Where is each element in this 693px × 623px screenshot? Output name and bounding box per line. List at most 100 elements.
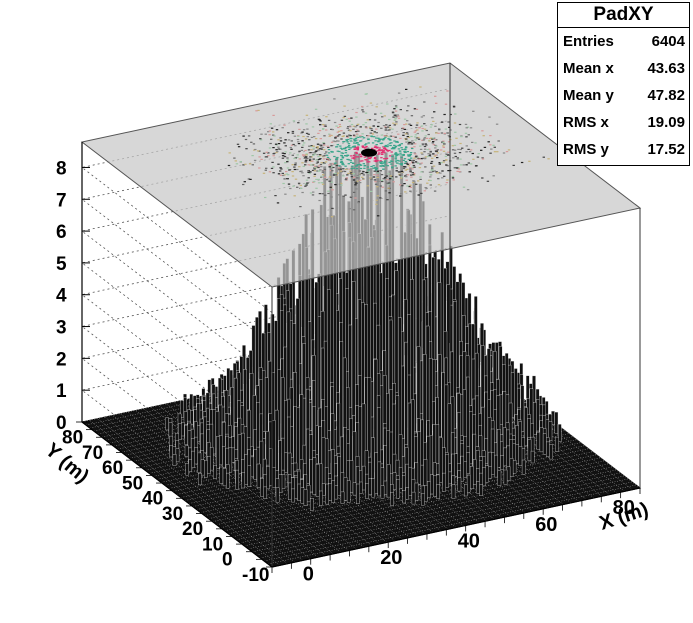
stats-value: 6404 [651, 33, 685, 50]
projection-dot [453, 144, 457, 146]
projection-dot [319, 163, 323, 166]
projection-dot [346, 127, 349, 129]
projection-dot [289, 187, 292, 190]
stats-label: RMS y [563, 141, 609, 158]
projection-dot [379, 112, 383, 114]
projection-dot [302, 155, 305, 157]
projection-dot [446, 90, 449, 92]
projection-dot [381, 180, 384, 183]
projection-dot [384, 164, 387, 166]
projection-dot [309, 152, 312, 154]
projection-dot [394, 118, 397, 120]
projection-dot [336, 131, 339, 133]
projection-dot [268, 130, 272, 132]
bin-spike [194, 447, 198, 465]
bin-spike [334, 485, 338, 500]
projection-dot [459, 158, 462, 160]
projection-dot [354, 131, 358, 133]
projection-dot [385, 135, 388, 137]
bin-spike [169, 445, 173, 458]
projection-dot [296, 186, 299, 188]
projection-dot [340, 160, 343, 162]
projection-dot [339, 145, 342, 147]
bin-spike [244, 454, 248, 485]
projection-dot [358, 136, 362, 138]
projection-dot [362, 171, 365, 173]
bin-spike [184, 424, 188, 445]
projection-dot [481, 130, 484, 132]
bin-spike [533, 402, 537, 435]
projection-dot [356, 142, 359, 144]
projection-dot [376, 150, 379, 152]
projection-dot [426, 149, 429, 151]
projection-dot [298, 166, 301, 168]
projection-dot [386, 103, 389, 105]
projection-dot [347, 138, 350, 141]
projection-dot [398, 144, 402, 146]
projection-dot [465, 136, 468, 138]
projection-dot [422, 157, 425, 159]
projection-dot [442, 160, 446, 162]
projection-dot [383, 115, 386, 117]
projection-dot [417, 138, 421, 140]
projection-dot [380, 134, 384, 136]
projection-dot [325, 179, 329, 181]
stats-row-mean-x: Mean x 43.63 [558, 55, 689, 82]
projection-dot [320, 166, 323, 168]
bin-spike [346, 480, 351, 503]
projection-dot [328, 180, 331, 182]
projection-dot [286, 157, 289, 159]
projection-dot [299, 206, 302, 208]
projection-dot [335, 136, 338, 138]
projection-dot [370, 190, 373, 192]
projection-dot [455, 167, 459, 169]
projection-dot [410, 147, 414, 149]
projection-dot [419, 178, 422, 180]
projection-dot [301, 144, 305, 146]
bin-spike [365, 483, 369, 499]
bin-spike [524, 407, 528, 447]
projection-dot [387, 187, 390, 189]
projection-dot [547, 158, 550, 160]
projection-dot [376, 215, 380, 217]
projection-dot [300, 170, 303, 172]
projection-dot [312, 152, 315, 154]
projection-dot [279, 140, 283, 142]
projection-dot [348, 120, 351, 122]
projection-dot [239, 161, 242, 163]
projection-dot [310, 149, 313, 151]
projection-dot [404, 191, 407, 193]
projection-dot [349, 159, 352, 161]
projection-dot [326, 158, 330, 160]
projection-dot [287, 139, 291, 141]
projection-dot [297, 135, 300, 137]
projection-dot [394, 105, 398, 107]
projection-dot [272, 131, 275, 133]
projection-dot [451, 177, 455, 179]
bin-spike [494, 454, 498, 478]
projection-dot [352, 134, 356, 136]
projection-dot [340, 152, 343, 154]
projection-dot [414, 139, 417, 141]
bin-spike [558, 424, 562, 442]
projection-dot [396, 153, 399, 155]
projection-dot [317, 149, 320, 151]
projection-dot [330, 128, 333, 130]
projection-dot [340, 158, 343, 161]
projection-dot [375, 144, 378, 146]
projection-dot [404, 161, 407, 163]
y-tick-label: 80 [62, 428, 83, 449]
bin-spike [436, 484, 440, 499]
projection-dot [421, 143, 424, 145]
projection-dot [289, 152, 292, 154]
projection-dot [472, 110, 475, 112]
projection-dot [474, 142, 477, 144]
projection-dot [424, 143, 427, 145]
projection-dot [294, 162, 297, 164]
bin-spike [386, 464, 391, 498]
projection-dot [308, 159, 312, 162]
projection-dot [472, 158, 475, 160]
projection-dot [413, 152, 416, 154]
projection-dot [288, 169, 292, 171]
projection-dot [347, 143, 351, 145]
